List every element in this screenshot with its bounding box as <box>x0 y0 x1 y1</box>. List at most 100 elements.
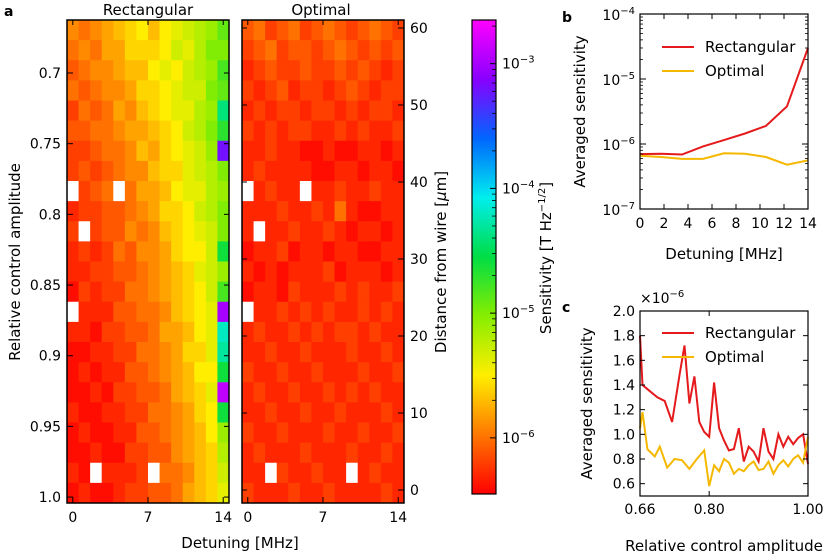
heatmap-cell <box>299 40 312 61</box>
heatmap-cell <box>334 20 347 41</box>
heatmap-cell <box>217 301 230 323</box>
heatmap-cell <box>265 342 278 363</box>
heatmap-cell <box>171 402 184 423</box>
heatmap-cell <box>124 80 137 101</box>
heatmap-cell <box>205 362 218 383</box>
heatmap-cell <box>253 321 266 343</box>
heatmap-cell <box>380 201 393 222</box>
heatmap-cell <box>369 40 382 61</box>
heatmap-cell <box>265 20 278 41</box>
heatmap-optimal <box>242 20 405 504</box>
heatmap-cell <box>136 362 149 383</box>
heatmap-cell <box>217 160 230 182</box>
heatmap-cell <box>299 442 312 464</box>
heatmap-cell <box>242 20 254 41</box>
heatmap-cell <box>346 100 359 122</box>
heatmap-cell <box>380 20 393 41</box>
heatmap-cell <box>217 422 230 444</box>
heatmap-cell <box>113 261 126 283</box>
heatmap-cell <box>194 261 207 283</box>
heatmap-cell <box>171 181 184 202</box>
heatmap-cell <box>90 422 103 444</box>
heatmap-cell <box>299 120 312 142</box>
heatmap-cell <box>253 482 266 504</box>
heatmap-cell <box>136 80 149 101</box>
heatmap-cell <box>101 462 114 484</box>
heatmap-cell <box>67 80 79 101</box>
heatmap-cell <box>265 402 278 423</box>
heatmap-cell <box>299 160 312 182</box>
heatmap-cell <box>113 422 126 444</box>
heatmap-cell-empty <box>78 221 91 242</box>
heatmap-y2tick-label: 40 <box>410 175 428 191</box>
heatmap-cell <box>194 462 207 484</box>
heatmap-cell <box>194 160 207 182</box>
heatmap-cell <box>67 241 79 262</box>
heatmap-cell <box>323 442 335 464</box>
heatmap-cell <box>334 120 347 142</box>
heatmap-cell <box>276 321 289 343</box>
heatmap-cell <box>276 80 289 101</box>
heatmap-cell <box>299 281 312 303</box>
heatmap-cell <box>369 80 382 101</box>
heatmap-cell <box>124 261 137 283</box>
heatmap-cell <box>148 241 160 262</box>
heatmap-cell <box>265 100 278 122</box>
heatmap-cell <box>194 201 207 222</box>
heatmap-cell <box>288 342 301 363</box>
heatmap-cell <box>357 60 370 81</box>
heatmap-cell <box>323 40 335 61</box>
heatmap-cell <box>159 342 172 363</box>
heatmap-cell <box>171 100 184 122</box>
heatmap-cell <box>323 301 335 323</box>
heatmap-cell <box>101 80 114 101</box>
heatmap-cell <box>182 60 195 81</box>
chart-b: 0 2 4 6 8 10 12 14 10−7 10−6 10−5 10−4 Detuning [MHz… <box>571 6 817 263</box>
heatmap-cell <box>276 342 289 363</box>
heatmap-cell <box>171 321 184 343</box>
heatmap-cell <box>205 402 218 423</box>
heatmap-cell <box>369 100 382 122</box>
heatmap-cell <box>253 100 266 122</box>
heatmap-cell <box>124 382 137 403</box>
heatmap-cell <box>182 120 195 142</box>
heatmap-cell <box>90 120 103 142</box>
heatmap-cell <box>217 281 230 303</box>
heatmap-cell <box>299 100 312 122</box>
heatmap-cell <box>311 442 324 464</box>
heatmap-cell <box>392 321 405 343</box>
heatmap-cell <box>78 60 91 81</box>
heatmap-cell <box>101 362 114 383</box>
heatmap-cell <box>113 402 126 423</box>
heatmap-cell <box>288 80 301 101</box>
heatmap-cell <box>334 422 347 444</box>
heatmap-cell <box>265 221 278 242</box>
chart-b-xtick-label: 4 <box>684 216 693 232</box>
heatmap-cell <box>392 181 405 202</box>
heatmap-xlabel: Detuning [MHz] <box>181 534 298 552</box>
heatmap-cell <box>182 201 195 222</box>
heatmap-cell <box>148 160 160 182</box>
heatmap-cell <box>90 140 103 162</box>
heatmap-cell <box>78 482 91 504</box>
heatmap-cell <box>67 422 79 444</box>
heatmap-cell <box>369 422 382 444</box>
heatmap-cell <box>67 462 79 484</box>
chart-b-xlabel: Detuning [MHz] <box>665 245 782 263</box>
heatmap-cell <box>124 281 137 303</box>
chart-b-ytick-label: 10−6 <box>602 136 635 154</box>
heatmap-cell <box>124 100 137 122</box>
heatmap-cell <box>182 20 195 41</box>
heatmap-cell <box>311 221 324 242</box>
heatmap-cell <box>346 281 359 303</box>
heatmap-cell <box>242 462 254 484</box>
heatmap-cell <box>253 120 266 142</box>
heatmap-cell <box>148 40 160 61</box>
heatmap-rectangular <box>67 20 230 504</box>
heatmap-cell <box>276 261 289 283</box>
heatmap-cell <box>78 342 91 363</box>
heatmap-cell <box>369 120 382 142</box>
heatmap-cell <box>136 281 149 303</box>
heatmap-cell <box>311 40 324 61</box>
heatmap-cell <box>346 140 359 162</box>
